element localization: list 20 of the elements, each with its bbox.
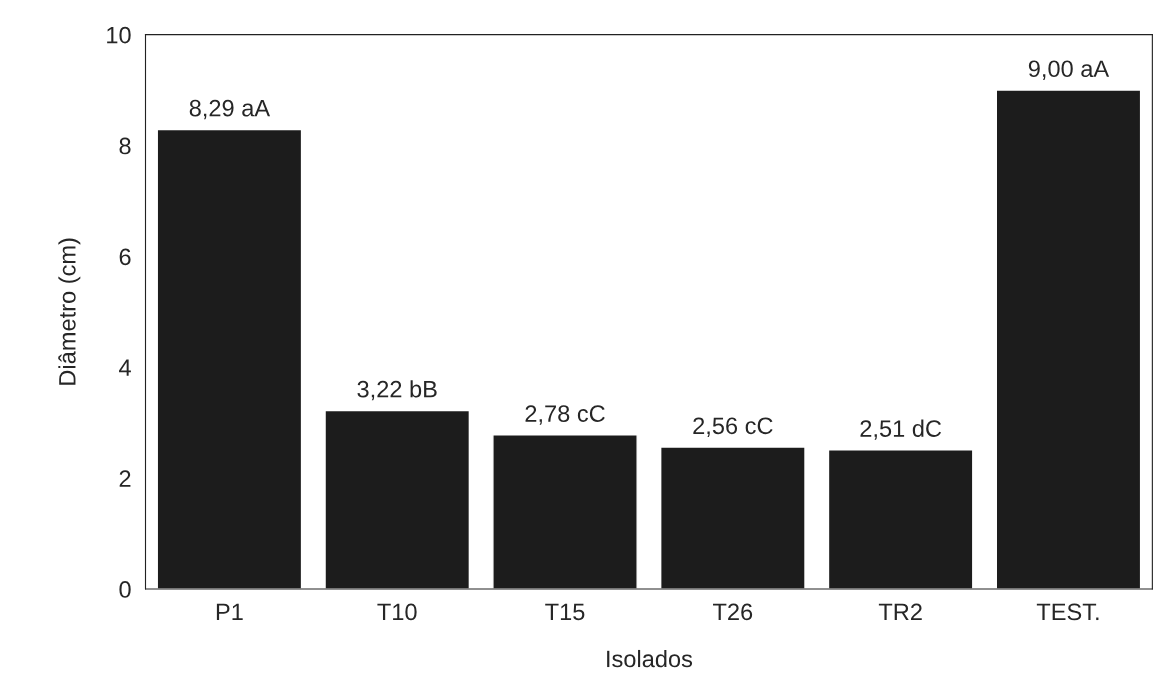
data-label: 2,78 cC [525,405,605,425]
data-label: 8,29 aA [189,99,271,120]
x-axis-title: Isolados [607,649,693,668]
y-tick-label: 8 [119,137,131,155]
x-tick-label: T10 [377,603,417,621]
y-axis-title: Diâmetro (cm) [58,238,81,385]
x-tick-label: TEST. [1036,603,1099,621]
y-tick-label: 6 [119,248,131,266]
x-tick-label: TR2 [878,603,922,621]
x-tick-label: P1 [216,603,243,621]
x-tick-label: T15 [545,603,585,621]
data-label: 3,22 bB [357,380,437,401]
data-label: 2,51 dC [860,419,942,440]
y-tick-label: 2 [119,470,131,487]
y-tick-label: 4 [119,359,131,376]
y-tick-label: 10 [107,26,131,44]
x-tick-label: T26 [713,603,753,621]
y-tick-label: 0 [119,581,131,598]
data-label: 2,56 cC [693,417,773,437]
data-label: 9,00 aA [1028,60,1110,80]
